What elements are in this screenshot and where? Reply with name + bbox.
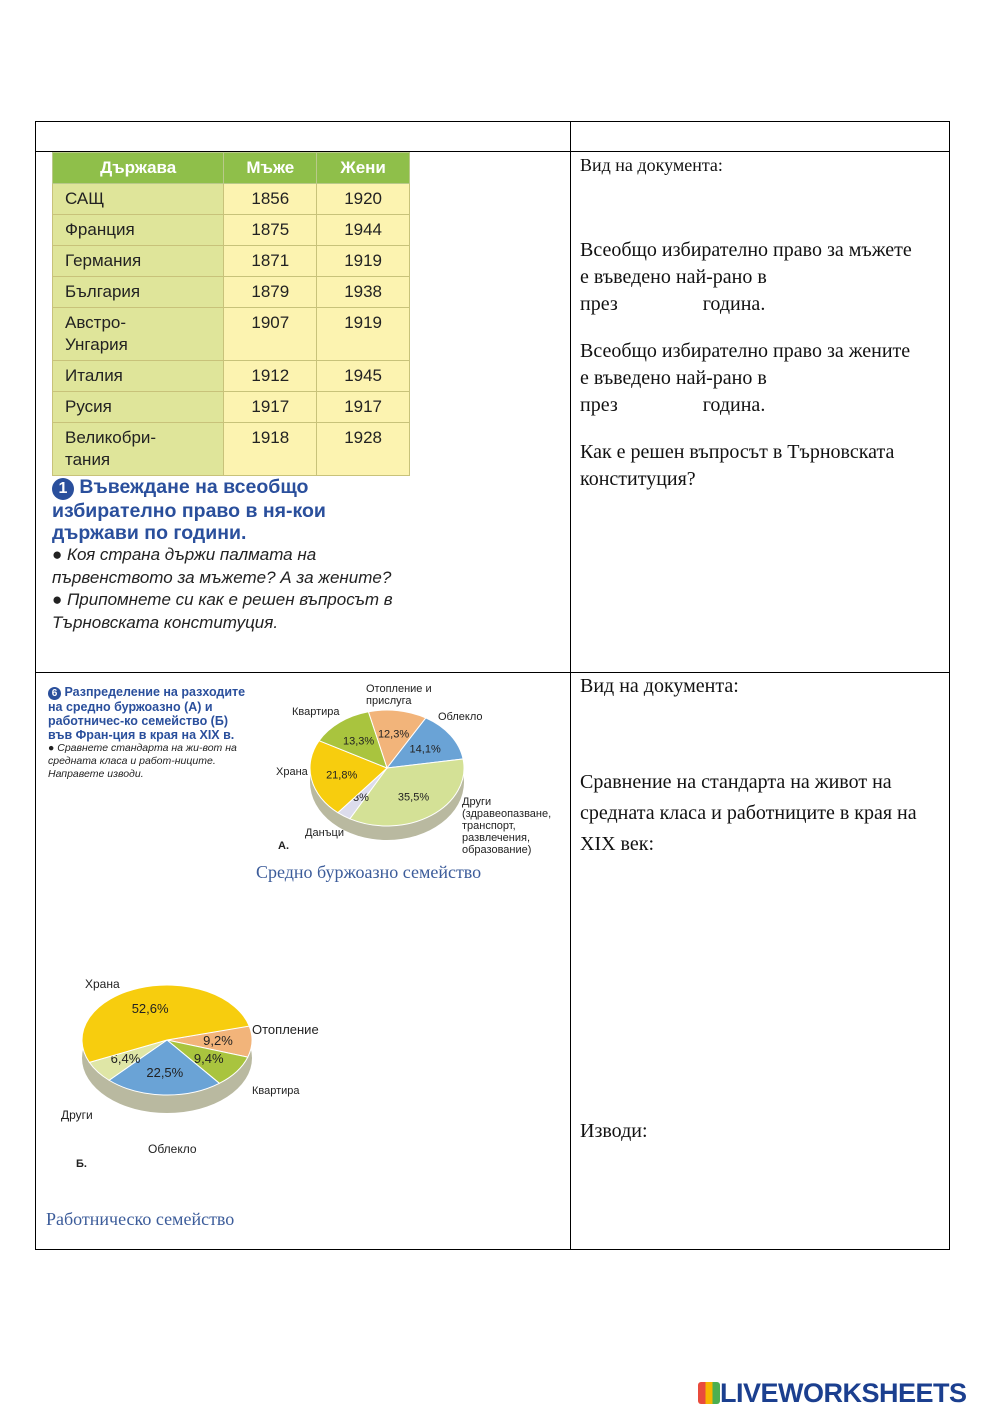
border — [35, 121, 36, 1250]
question-women-year: през година. — [580, 394, 766, 416]
men-year-cell: 1912 — [223, 360, 318, 392]
label-food-b: Храна — [85, 977, 120, 991]
doc-type-label: Вид на документа: — [580, 155, 723, 175]
chart-a-label: А. — [278, 840, 289, 852]
number-badge: 1 — [52, 478, 74, 500]
pie-value-label: 22,5% — [146, 1065, 183, 1080]
table-row: Германия 1871 1919 — [51, 245, 410, 277]
border — [570, 121, 571, 1250]
women-year-cell: 1919 — [316, 307, 410, 361]
pie-slice — [385, 717, 464, 769]
label-other-b: Други — [61, 1108, 93, 1122]
doc-type-label-2: Вид на документа: — [580, 675, 739, 697]
women-year-cell: 1920 — [316, 183, 410, 215]
pie-slice — [309, 740, 388, 814]
men-year-cell: 1871 — [223, 245, 318, 277]
men-year-cell: 1917 — [223, 391, 318, 423]
pie-value-label: 21,8% — [326, 770, 357, 782]
country-cell: България — [51, 276, 225, 308]
question-men-text: Всеобщо избирателно право за мъжете е въ… — [580, 239, 912, 288]
table-row: САЩ 1856 1920 — [51, 183, 410, 215]
header-country: Държава — [51, 152, 225, 184]
chart-a-title: Средно буржоазно семейство — [256, 862, 482, 882]
pie-value-label: 13,3% — [343, 736, 374, 748]
women-year-cell: 1928 — [316, 422, 410, 476]
country-cell: Русия — [51, 391, 225, 423]
caption-1: 1 Въвеждане на всеобщо избирателно право… — [52, 476, 397, 634]
suffrage-table: Държава Мъже Жени САЩ 1856 1920 Франция 1875… — [51, 152, 410, 476]
country-cell: Великобри- тания — [51, 422, 225, 476]
label-clothing-b: Облекло — [148, 1142, 197, 1156]
country-cell: Австро- Унгария — [51, 307, 225, 361]
question-constitution: Как е решен въпросът в Търновската конст… — [580, 441, 895, 490]
table-row: Италия 1912 1945 — [51, 360, 410, 392]
caption-question: ● Коя страна държи палмата на първенство… — [52, 545, 393, 632]
header-men: Мъже — [223, 152, 318, 184]
men-year-cell: 1856 — [223, 183, 318, 215]
table-row: Австро- Унгария 1907 1919 — [51, 307, 410, 361]
women-year-cell: 1919 — [316, 245, 410, 277]
caption-question: ● Сравнете стандарта на жи-вот на средна… — [48, 742, 237, 780]
label-taxes-a: Данъци — [305, 827, 344, 839]
number-badge: 6 — [48, 687, 61, 700]
men-year-cell: 1907 — [223, 307, 318, 361]
question-men: Всеобщо избирателно право за мъжете е въ… — [580, 237, 920, 318]
label-heating-b: Отопление — [252, 1022, 319, 1037]
label-heating-a: Отопление и прислуга — [366, 683, 432, 707]
question-women: Всеобщо избирателно право за жените е въ… — [580, 338, 920, 419]
comparison-prompt: Сравнение на стандарта на живот на средн… — [580, 771, 917, 855]
women-year-cell: 1944 — [316, 214, 410, 246]
liveworksheets-logo: LIVEWORKSHEETS — [698, 1378, 967, 1409]
logo-text: LIVEWORKSHEETS — [720, 1378, 967, 1408]
pie-value-label: 14,1% — [410, 743, 441, 755]
caption-title: Въвеждане на всеобщо избирателно право в… — [52, 476, 326, 544]
label-food-a: Храна — [276, 766, 308, 778]
question-men-year: през година. — [580, 293, 766, 315]
pie-slice — [349, 758, 465, 827]
pie-slice — [108, 1039, 221, 1096]
label-other-a: Други (здравеопазване, транспорт, развле… — [462, 796, 552, 856]
country-cell: САЩ — [51, 183, 225, 215]
pie-slice — [367, 709, 427, 770]
country-cell: Германия — [51, 245, 225, 277]
border — [35, 672, 950, 673]
pie-value-label: 9,2% — [203, 1033, 233, 1048]
pie-slice — [81, 984, 250, 1063]
chart-b-title: Работническо семейство — [46, 1209, 235, 1229]
men-year-cell: 1875 — [223, 214, 318, 246]
chart-b-label: Б. — [76, 1158, 87, 1170]
women-year-cell: 1938 — [316, 276, 410, 308]
pie-value-label: 35,5% — [398, 791, 429, 803]
caption-title: Разпределение на разходите на средно бур… — [48, 685, 246, 742]
pie-value-label: 6,4% — [111, 1051, 141, 1066]
women-year-cell: 1945 — [316, 360, 410, 392]
header-women: Жени — [316, 152, 410, 184]
question-women-text: Всеобщо избирателно право за жените е въ… — [580, 340, 911, 389]
label-clothing-a: Облекло — [438, 711, 483, 723]
border — [35, 1249, 950, 1250]
border — [949, 121, 950, 1250]
pie-value-label: 12,3% — [378, 729, 409, 741]
border — [35, 151, 950, 152]
pie-value-label: 52,6% — [132, 1001, 169, 1016]
label-rent-a: Квартира — [292, 706, 340, 718]
border — [35, 121, 950, 122]
conclusions-label: Изводи: — [580, 1120, 648, 1142]
table-row: Великобри- тания 1918 1928 — [51, 422, 410, 476]
country-cell: Италия — [51, 360, 225, 392]
caption-2: 6 Разпределение на разходите на средно б… — [48, 685, 253, 781]
logo-icon — [698, 1382, 720, 1404]
pie-value-label: 9,4% — [194, 1051, 224, 1066]
label-rent-b: Квартира — [252, 1085, 300, 1097]
pie-slice — [318, 711, 388, 769]
